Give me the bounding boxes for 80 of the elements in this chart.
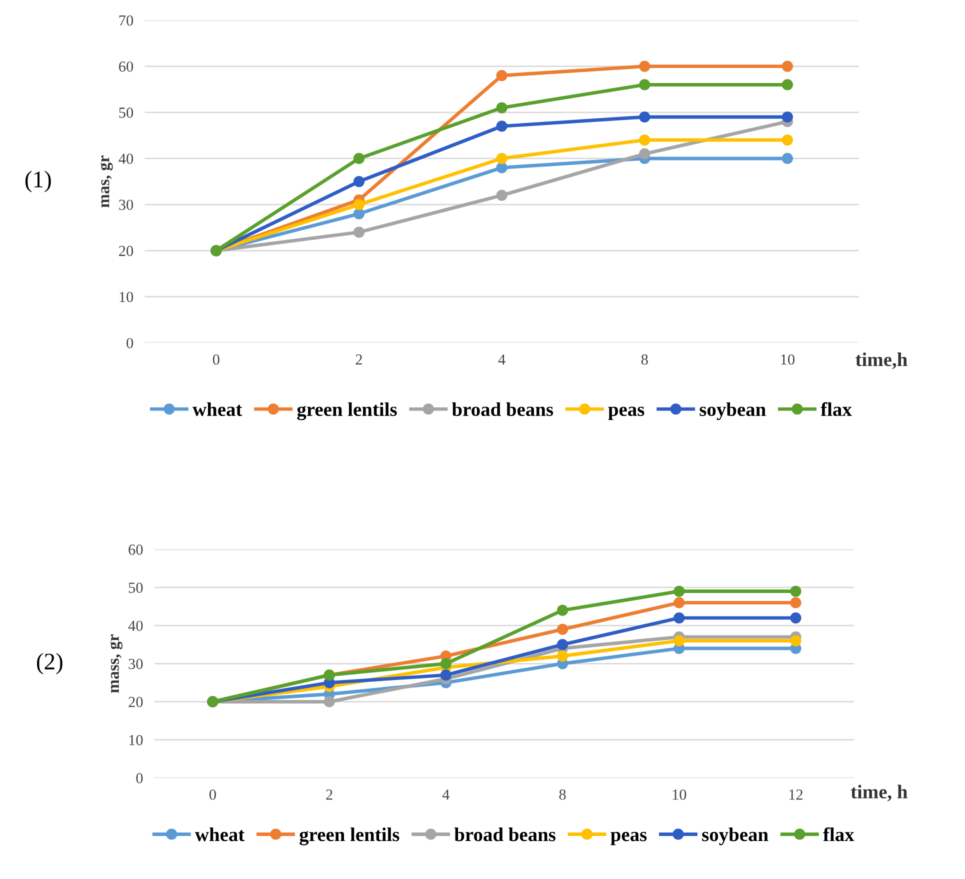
point: [496, 152, 508, 164]
point: [782, 111, 793, 123]
y-axis-title: mas, gr: [100, 155, 113, 208]
point: [790, 586, 802, 597]
point: [324, 696, 335, 708]
y-tick-label: 10: [129, 734, 143, 746]
point: [782, 134, 793, 146]
y-tick-label: 0: [136, 773, 143, 784]
point: [496, 120, 508, 132]
x-tick-label: 10: [781, 354, 794, 365]
legend-label: wheat: [192, 402, 242, 416]
legend-label: wheat: [195, 828, 245, 842]
y-tick-label: 60: [128, 544, 143, 555]
point: [790, 597, 802, 608]
x-tick-label: 4: [442, 790, 450, 800]
text: (1): [25, 170, 51, 192]
y-tick-label: 70: [119, 15, 134, 26]
point: [674, 635, 685, 646]
y-tick-label: 60: [119, 61, 134, 72]
point: [790, 635, 802, 646]
legend-label: flax: [823, 827, 854, 842]
legend-label: peas: [608, 406, 644, 420]
y-tick-label: 20: [119, 246, 134, 256]
y-tick-label: 40: [118, 154, 134, 164]
x-tick-label: 10: [672, 789, 686, 800]
legend-label: broad beans: [454, 828, 556, 842]
point: [556, 639, 568, 650]
point: [782, 152, 793, 164]
x-axis-title: time, h: [850, 784, 908, 802]
legend-label: flax: [820, 402, 852, 416]
y-tick-label: 50: [119, 108, 134, 118]
point: [674, 597, 685, 608]
point: [639, 148, 650, 160]
point: [556, 604, 568, 616]
x-tick-label: 2: [356, 354, 362, 365]
point: [556, 624, 568, 635]
x-tick-label: 0: [209, 789, 216, 800]
x-tick-label: 0: [212, 354, 220, 365]
legend-label: soybean: [702, 828, 768, 846]
legend-label: green lentils: [297, 402, 397, 420]
text: (2): [36, 652, 62, 674]
point: [440, 658, 452, 670]
y-tick-label: 50: [128, 582, 143, 593]
legend-label: soybean: [700, 402, 766, 420]
point: [440, 670, 452, 681]
point: [782, 60, 793, 72]
point: [674, 612, 685, 624]
y-tick-label: 30: [119, 200, 134, 210]
y-tick-label: 20: [128, 696, 143, 708]
legend-label: peas: [610, 832, 647, 846]
legend-label: broad beans: [452, 402, 554, 416]
point: [556, 650, 568, 662]
point: [782, 79, 793, 90]
point: [639, 60, 650, 72]
point: [639, 134, 650, 146]
x-axis-title: time,h: [856, 352, 908, 369]
x-tick-label: 8: [641, 354, 648, 365]
y-tick-label: 0: [126, 338, 134, 348]
y-axis-title: mass, gr: [110, 634, 122, 693]
legend-label: green lentils: [300, 828, 400, 846]
x-tick-label: 12: [789, 790, 803, 800]
y-tick-label: 10: [120, 292, 134, 302]
x-tick-label: 2: [326, 790, 332, 800]
point: [496, 190, 508, 201]
point: [496, 70, 508, 82]
y-tick-label: 40: [128, 620, 143, 632]
point: [639, 111, 650, 123]
point: [496, 162, 508, 174]
x-tick-label: 8: [559, 789, 566, 800]
point: [790, 612, 802, 624]
point: [353, 208, 365, 220]
point: [353, 176, 365, 188]
point: [353, 226, 365, 238]
x-tick-label: 4: [498, 354, 506, 365]
point: [674, 586, 685, 597]
point: [353, 199, 365, 210]
point: [496, 102, 508, 114]
point: [353, 152, 365, 164]
y-tick-label: 30: [128, 658, 143, 670]
point: [639, 79, 650, 90]
